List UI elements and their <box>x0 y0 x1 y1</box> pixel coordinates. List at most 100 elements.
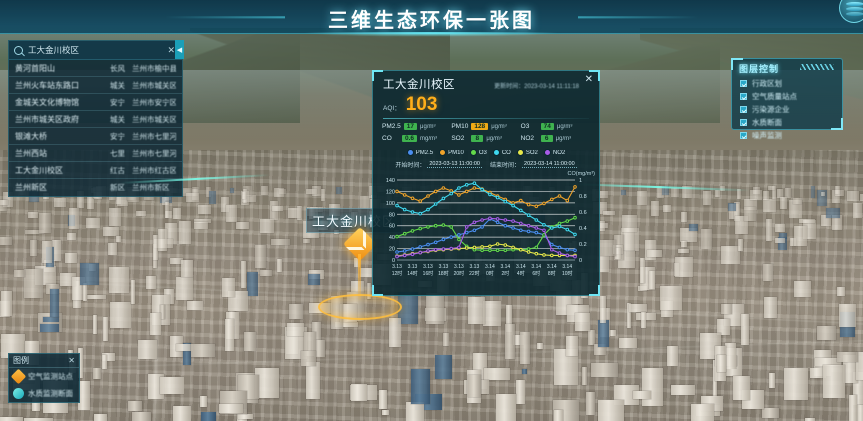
date-end-group[interactable]: 结束时间： 2023-03-14 11:00:00 <box>490 160 577 169</box>
building <box>505 304 513 333</box>
search-input-row[interactable]: 工大金川校区 ✕ <box>9 41 182 60</box>
checkbox-icon[interactable] <box>740 119 747 126</box>
legend-close-button[interactable]: ✕ <box>68 356 75 365</box>
building <box>146 276 157 289</box>
date-start-group[interactable]: 开始时间： 2023-03-13 11:00:00 <box>395 160 482 169</box>
layers-globe-icon[interactable] <box>839 0 863 23</box>
legend-series-o3[interactable]: O3 <box>469 149 487 156</box>
checkbox-icon[interactable] <box>740 80 747 87</box>
building <box>51 239 61 261</box>
search-result-row[interactable]: 银滩大桥 安宁兰州市七里河区 <box>9 128 182 145</box>
pollutant-value-chip: 0.6 <box>402 135 418 142</box>
building <box>165 222 177 244</box>
series-label: NO2 <box>552 149 566 156</box>
date-start-label: 开始时间： <box>395 163 426 169</box>
layer-item-3[interactable]: 污染源企业 <box>732 103 842 116</box>
building <box>136 210 147 217</box>
popup-close-button[interactable]: ✕ <box>584 74 593 85</box>
checkbox-icon[interactable] <box>740 106 747 113</box>
series-color-dot <box>492 149 500 156</box>
legend-series-pm10[interactable]: PM10 <box>439 149 464 156</box>
chart-svg: 02040608010012014000.20.40.60.813.1312时3… <box>386 178 587 277</box>
building <box>164 201 170 219</box>
layer-item-4[interactable]: 水质断面 <box>732 116 842 129</box>
building <box>750 190 762 201</box>
series-point <box>418 245 423 249</box>
building <box>649 270 655 289</box>
date-start-input[interactable]: 2023-03-13 11:00:00 <box>427 161 482 168</box>
checkbox-icon[interactable] <box>740 132 747 139</box>
building <box>178 221 192 245</box>
search-result-row[interactable]: 兰州火车站东路口 城关 兰州市城关区 <box>9 77 182 94</box>
building <box>435 354 453 380</box>
building <box>183 343 191 366</box>
legend-series-pm25[interactable]: PM2.5 <box>406 149 433 156</box>
building <box>680 227 697 243</box>
legend-series-so2[interactable]: SO2 <box>516 149 538 156</box>
search-result-row[interactable]: 兰州西站 七里兰州市七里河区 <box>9 145 182 162</box>
series-label: PM10 <box>448 149 464 156</box>
building <box>160 377 184 394</box>
building <box>859 193 863 202</box>
search-result-row[interactable]: 兰州市城关区政府 城关 兰州市城关区 <box>9 111 182 128</box>
building <box>186 301 204 310</box>
search-result-row[interactable]: 金城关文化博物馆 安宁 兰州市安宁区 <box>9 94 182 111</box>
series-point <box>441 223 446 227</box>
checkbox-icon[interactable] <box>740 93 747 100</box>
popup-corner-tr <box>589 70 600 81</box>
y-axis-right-tick: 1 <box>579 178 582 184</box>
legend-item[interactable]: 空气监测站点 <box>9 368 79 385</box>
building <box>701 228 713 249</box>
search-input[interactable]: 工大金川校区 <box>28 45 80 55</box>
building <box>763 199 777 212</box>
building <box>160 305 166 320</box>
page-title: 三维生态环保一张图 <box>328 10 535 32</box>
layer-item-1[interactable]: 行政区划 <box>732 77 842 90</box>
search-result-district: 安宁 <box>110 97 125 107</box>
series-point <box>519 247 523 252</box>
series-point <box>542 201 546 206</box>
layer-item-2[interactable]: 空气质量站点 <box>732 90 842 103</box>
y-axis-tick: 100 <box>386 201 395 207</box>
building <box>45 284 59 295</box>
building <box>443 332 449 347</box>
building <box>103 227 120 237</box>
building <box>852 371 863 406</box>
legend-item[interactable]: 水质监测断面 <box>9 385 79 402</box>
search-result-region: 兰州市红古区 <box>132 165 176 175</box>
search-result-name: 工大金川校区 <box>15 165 63 175</box>
building <box>767 186 775 191</box>
y-axis-tick: 0 <box>392 258 395 264</box>
aqi-value: 103 <box>405 94 438 115</box>
timeseries-chart[interactable]: CO(mg/m³) 0 20 40 60 80 100 120 140 0 0.2 0.4 0.6 0.… <box>373 171 599 280</box>
search-result-row[interactable]: 黄河首阳山 长风 兰州市榆中县 <box>9 60 182 77</box>
series-point <box>449 191 453 196</box>
building <box>193 218 211 224</box>
search-clear-button[interactable]: ✕ <box>167 44 175 55</box>
building <box>717 318 730 336</box>
series-point <box>464 183 469 187</box>
date-end-input[interactable]: 2023-03-14 11:00:00 <box>522 161 577 168</box>
building <box>359 267 380 277</box>
search-result-row[interactable]: 兰州新区 新区 兰州市新区 <box>9 179 182 196</box>
building <box>194 221 209 229</box>
building <box>483 300 501 326</box>
building <box>521 368 527 374</box>
series-point <box>526 213 531 218</box>
series-point <box>426 242 430 247</box>
search-result-row[interactable]: 工大金川校区 红古 兰州市红古区 <box>9 162 182 179</box>
legend-series-co[interactable]: CO <box>492 149 511 156</box>
search-panel-collapse-toggle[interactable]: ◀ <box>175 40 184 59</box>
date-range-row: 开始时间： 2023-03-13 11:00:00 结束时间： 2023-03-… <box>373 160 599 169</box>
legend-series-no2[interactable]: NO2 <box>543 149 566 156</box>
series-label: CO <box>501 149 511 156</box>
building <box>799 218 815 224</box>
series-color-dot <box>516 149 524 156</box>
building <box>817 326 837 340</box>
building <box>794 225 807 247</box>
series-point <box>402 253 407 258</box>
layer-item-5[interactable]: 噪声监测 <box>732 129 842 142</box>
x-axis-tick: 0时 <box>486 270 494 277</box>
series-point <box>395 250 399 254</box>
